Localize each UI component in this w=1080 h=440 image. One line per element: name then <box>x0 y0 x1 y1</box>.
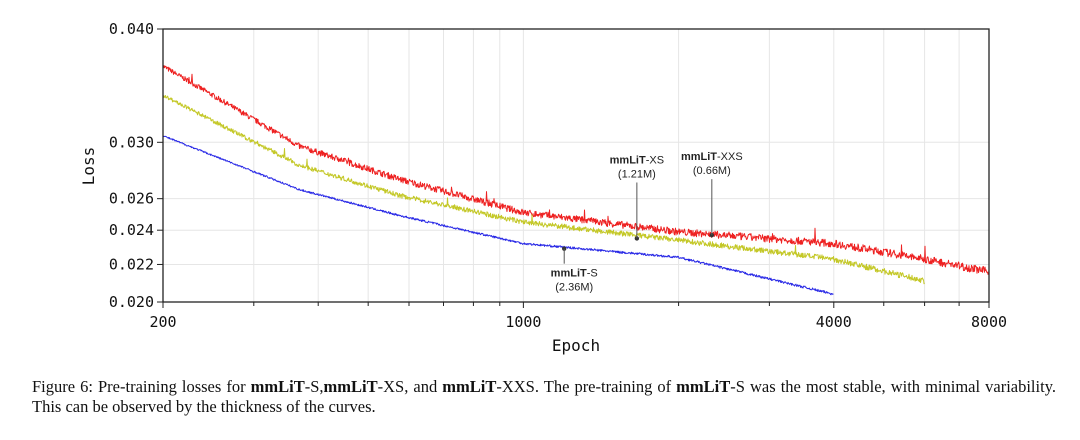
annotation-params: (2.36M) <box>555 282 593 294</box>
annotation-mmlit-xxs: mmLiT-XXS (0.66M) <box>681 151 743 238</box>
figure-caption: Figure 6: Pre-training losses for mmLiT-… <box>32 377 1056 417</box>
annotation-suffix: -S <box>587 268 598 280</box>
caption-text: -XXS. The pre-training of <box>496 377 677 396</box>
caption-bold: mmLiT <box>323 377 378 396</box>
annotation-model-name: mmLiT-S <box>551 268 598 280</box>
caption-text: Figure 6: Pre-training losses for <box>32 377 251 396</box>
annotation-mmlit-s: mmLiT-S (2.36M) <box>551 246 598 294</box>
series-line-mmlit-xxs <box>162 65 990 275</box>
annotation-model-name: mmLiT-XS <box>610 154 664 166</box>
x-tick-label: 8000 <box>971 313 1007 331</box>
caption-text: -XS, and <box>377 377 443 396</box>
caption-bold: mmLiT <box>676 377 731 396</box>
x-tick-label: 200 <box>149 313 176 331</box>
annotation-bold: mmLiT <box>681 151 717 163</box>
y-tick-label: 0.040 <box>109 20 154 38</box>
grid <box>162 28 990 303</box>
x-axis-label: Epoch <box>552 336 600 355</box>
y-axis-label: Loss <box>79 147 98 186</box>
annotation-suffix: -XXS <box>717 151 743 163</box>
caption-bold: mmLiT <box>250 377 305 396</box>
x-tick-label: 1000 <box>505 313 541 331</box>
annotation-params: (0.66M) <box>693 165 731 177</box>
series-lines <box>162 65 990 296</box>
caption-text: -S was the most stable, with minimal var… <box>32 377 1056 416</box>
y-tick-label: 0.030 <box>109 133 154 151</box>
annotation-model-name: mmLiT-XXS <box>681 151 743 163</box>
annotation-bold: mmLiT <box>551 268 587 280</box>
annotation-params: (1.21M) <box>618 168 656 180</box>
series-line-mmlit-xs <box>162 94 925 285</box>
x-tick-label: 4000 <box>816 313 852 331</box>
y-tick-label: 0.024 <box>109 221 154 239</box>
ticks: 200 1000 4000 8000 0.020 0.022 0.024 0.026 0.030… <box>109 20 1007 331</box>
y-tick-label: 0.020 <box>109 293 154 311</box>
annotation-suffix: -XS <box>646 154 664 166</box>
y-tick-label: 0.026 <box>109 190 154 208</box>
loss-chart: mmLiT-S(2.36M)mmLiT-XS(1.21M)mmLiT-XXS(0… <box>79 20 1007 355</box>
annotations: mmLiT-S(2.36M)mmLiT-XS(1.21M)mmLiT-XXS(0… <box>551 151 743 294</box>
caption-text: -S, <box>304 377 324 396</box>
caption-bold: mmLiT <box>442 377 497 396</box>
y-tick-label: 0.022 <box>109 255 154 273</box>
series-line-mmlit-s <box>162 135 834 296</box>
annotation-mmlit-xs: mmLiT-XS (1.21M) <box>610 154 664 241</box>
plot-frame <box>162 28 990 303</box>
annotation-bold: mmLiT <box>610 154 646 166</box>
